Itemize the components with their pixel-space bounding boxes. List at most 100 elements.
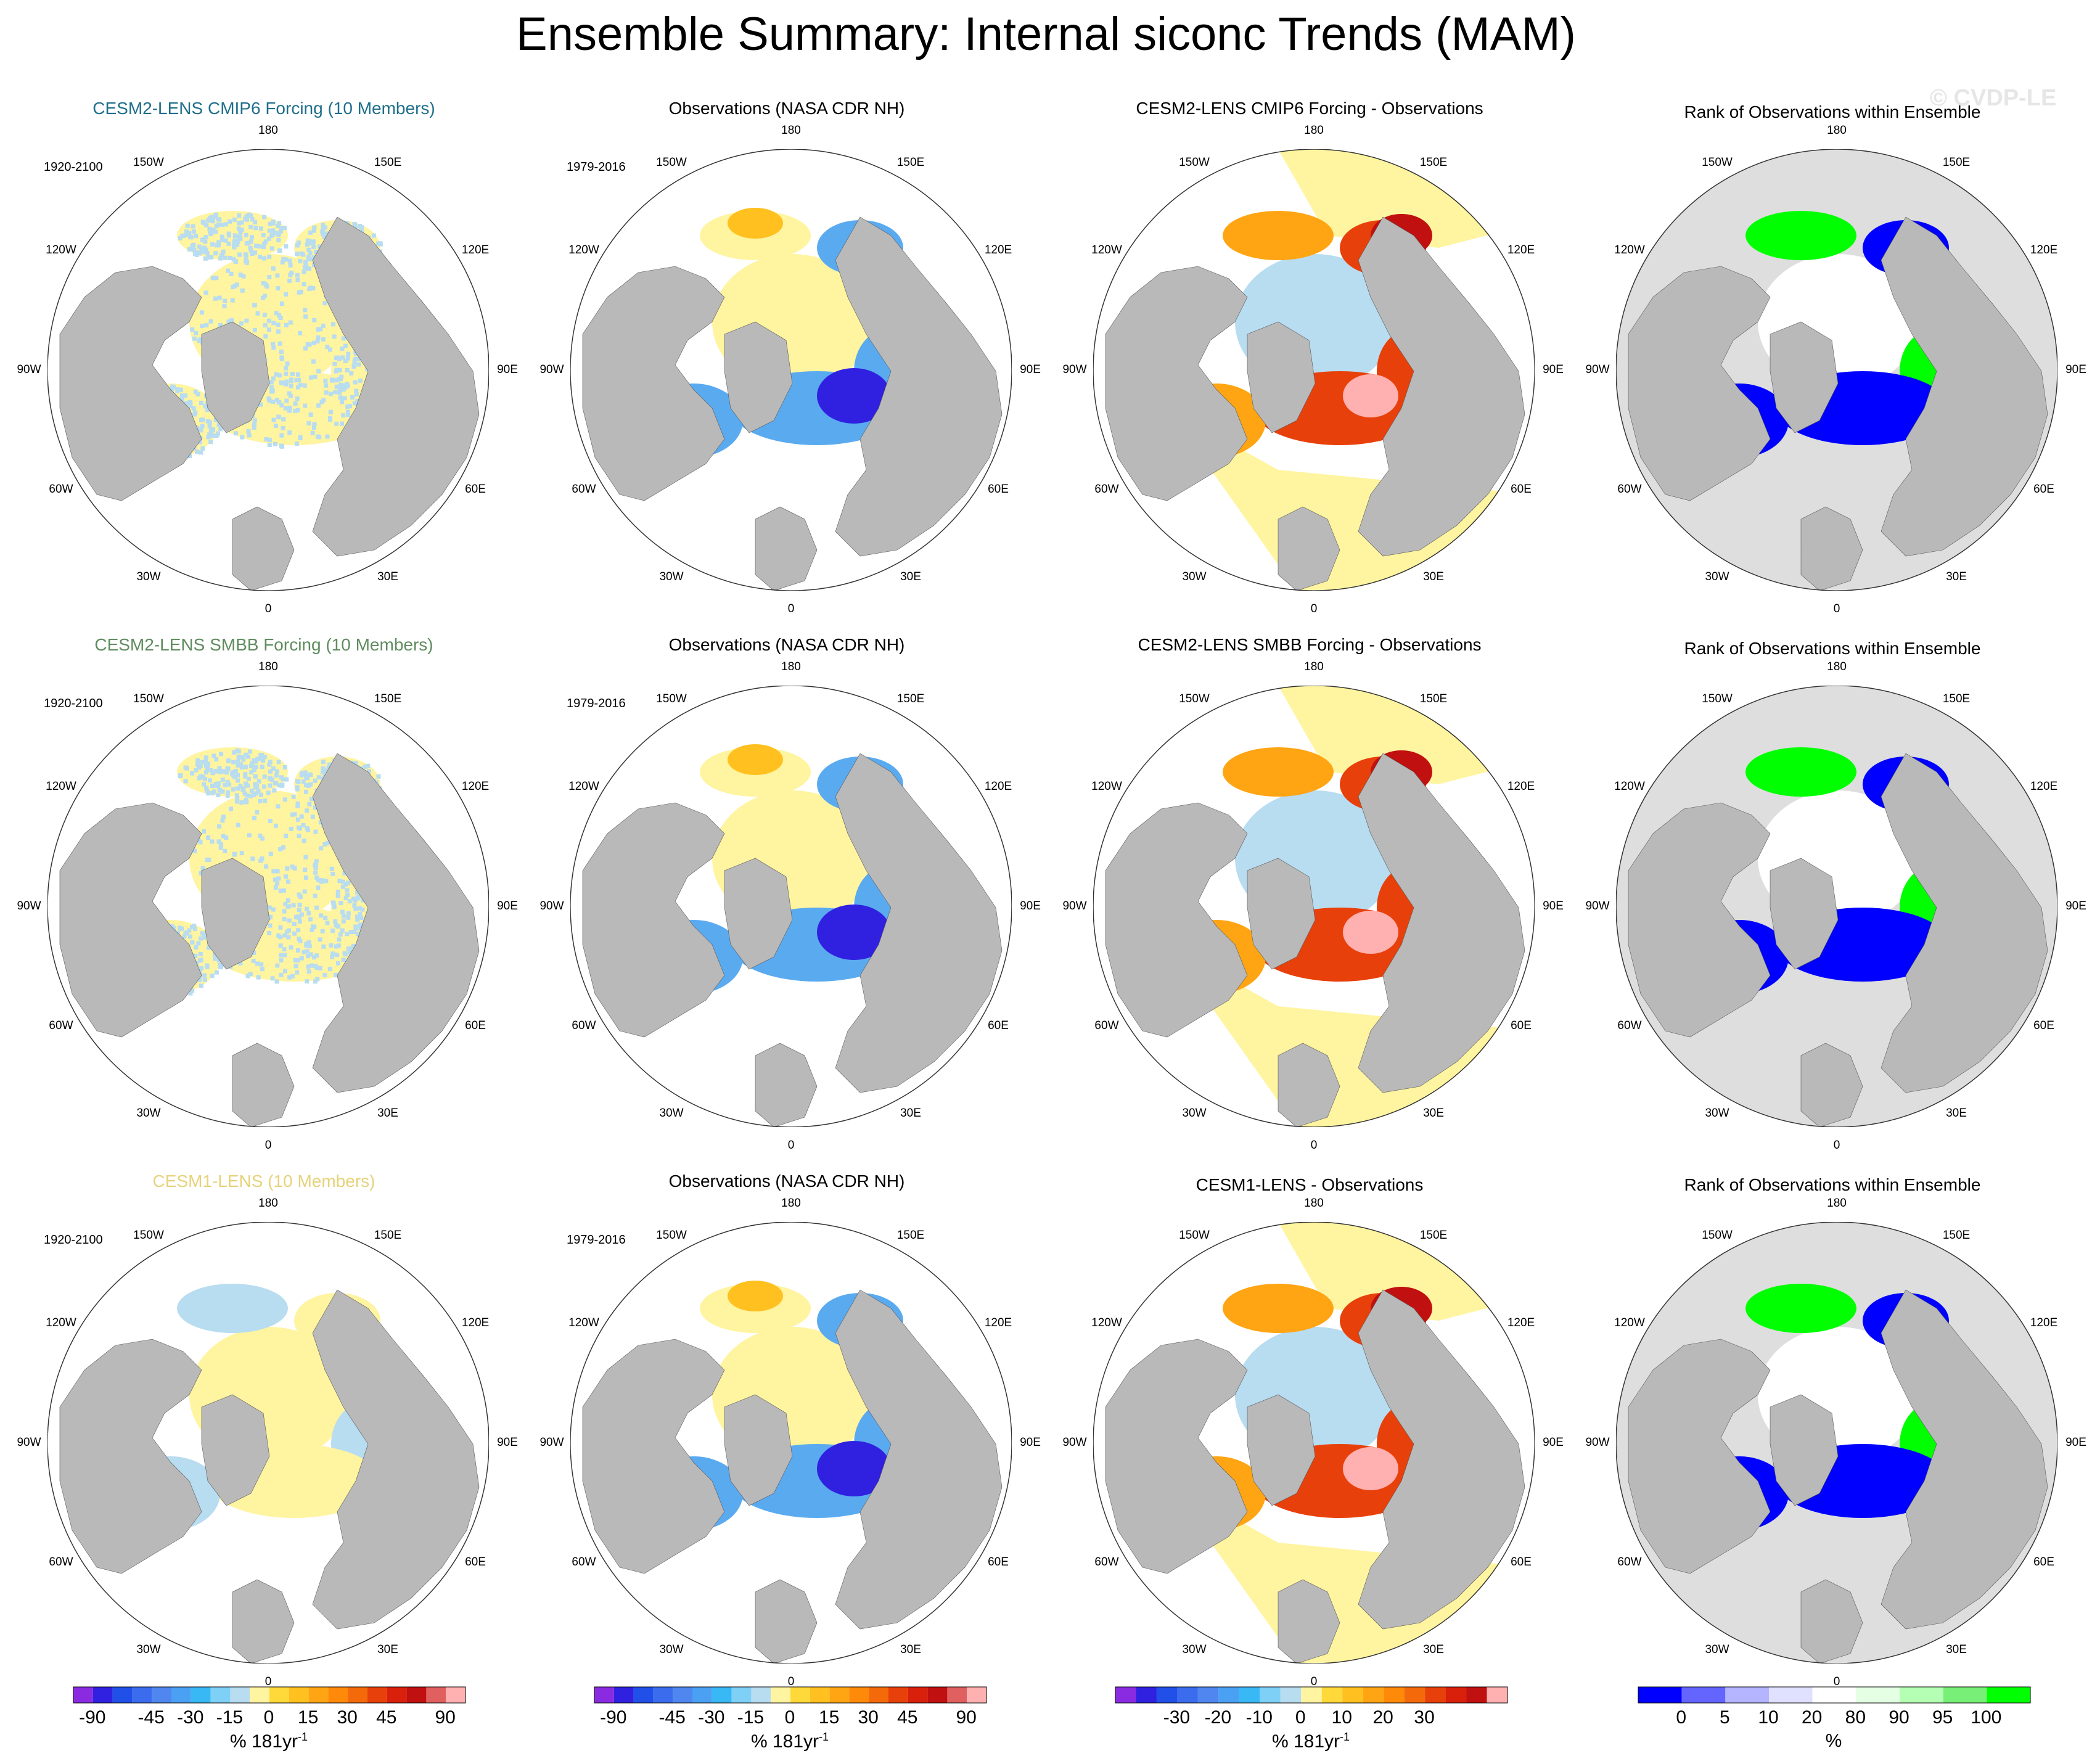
- colorbar-unit-exponent: -1: [298, 1731, 308, 1743]
- longitude-label: 150E: [374, 1228, 402, 1242]
- colorbar-swatch: [927, 1687, 948, 1703]
- longitude-label: 60W: [49, 1556, 73, 1569]
- colorbar-swatch: [1280, 1687, 1302, 1703]
- longitude-label: 30E: [900, 1643, 921, 1657]
- colorbar-tick-label: -30: [177, 1707, 204, 1728]
- longitude-label: 90W: [1585, 1436, 1610, 1449]
- colorbar-swatch: [712, 1687, 732, 1703]
- longitude-label: 90E: [1020, 1436, 1041, 1449]
- polar-map: [570, 686, 1012, 1127]
- colorbar-tick-label: 0: [263, 1707, 274, 1728]
- longitude-label: 0: [1833, 1139, 1840, 1152]
- colorbar: [594, 1686, 987, 1704]
- longitude-label: 150E: [896, 155, 925, 169]
- longitude-label: 60E: [465, 483, 486, 496]
- colorbar-swatch: [1363, 1687, 1384, 1703]
- colorbar-unit-text: % 181yr: [750, 1731, 819, 1752]
- period-label: 1979-2016: [567, 697, 626, 710]
- longitude-label: 30W: [659, 1643, 684, 1657]
- longitude-label: 30W: [659, 570, 684, 584]
- longitude-label: 120W: [1614, 780, 1645, 793]
- longitude-label: 30E: [377, 1643, 398, 1657]
- longitude-label: 60E: [988, 483, 1009, 496]
- longitude-label: 30W: [1182, 1107, 1207, 1120]
- longitude-label: 120W: [568, 780, 599, 793]
- colorbar-tick-label: 0: [784, 1707, 795, 1728]
- colorbar-swatch: [908, 1687, 928, 1703]
- colorbar-swatch: [1445, 1687, 1467, 1703]
- longitude-label: 150W: [656, 155, 687, 169]
- longitude-label: 150W: [1702, 692, 1733, 705]
- longitude-label: 120W: [568, 1316, 599, 1329]
- longitude-label: 60E: [2033, 1556, 2054, 1569]
- colorbar-swatch: [1725, 1687, 1769, 1703]
- colorbar-tick-label: 15: [818, 1707, 840, 1728]
- colorbar-swatch: [1681, 1687, 1726, 1703]
- polar-map: [1616, 686, 2057, 1127]
- polar-map: [47, 1222, 489, 1663]
- longitude-label: 120E: [1507, 244, 1535, 256]
- longitude-label: 30W: [1182, 1643, 1207, 1657]
- longitude-label: 90W: [17, 363, 41, 376]
- longitude-label: 120W: [46, 244, 76, 256]
- colorbar-swatch: [1812, 1687, 1856, 1703]
- colorbar-swatch: [1987, 1687, 2030, 1703]
- polar-map: [1093, 149, 1535, 591]
- colorbar-unit-exponent: -1: [819, 1731, 829, 1743]
- colorbar-unit-exponent: -1: [1340, 1731, 1350, 1743]
- longitude-label: 0: [1310, 1675, 1318, 1688]
- colorbar-swatch: [406, 1687, 427, 1703]
- colorbar-swatch: [269, 1687, 289, 1703]
- colorbar-swatch: [1260, 1687, 1281, 1703]
- panel-title: Rank of Observations within Ensemble: [1684, 102, 1981, 121]
- colorbar-tick-label: 95: [1932, 1707, 1953, 1728]
- longitude-label: 60W: [1617, 1019, 1642, 1032]
- colorbar-swatch: [790, 1687, 810, 1703]
- colorbar-tick-label: 15: [297, 1707, 319, 1728]
- panel-title: CESM1-LENS (10 Members): [152, 1171, 375, 1191]
- longitude-label: 120W: [46, 1316, 76, 1329]
- colorbar-swatch: [869, 1687, 888, 1703]
- longitude-label: 30E: [900, 570, 921, 584]
- polar-map: [1093, 686, 1535, 1127]
- colorbar-swatch: [308, 1687, 329, 1703]
- panel-title: CESM2-LENS SMBB Forcing - Observations: [1138, 635, 1482, 654]
- longitude-label: 30W: [1705, 1107, 1729, 1120]
- longitude-label: 150E: [1942, 1228, 1971, 1242]
- longitude-label: 30E: [900, 1107, 921, 1120]
- longitude-label: 60E: [1511, 1019, 1532, 1032]
- colorbar-unit-label: % 181yr-1: [751, 1731, 829, 1752]
- longitude-label: 90E: [1543, 363, 1564, 376]
- panel-title: Observations (NASA CDR NH): [668, 1171, 905, 1191]
- longitude-label: 150E: [1942, 155, 1971, 169]
- longitude-label: 0: [265, 1139, 272, 1152]
- colorbar-unit-text: %: [1825, 1731, 1842, 1751]
- colorbar-unit-text: % 181yr: [229, 1731, 298, 1752]
- colorbar-tick-label: 30: [858, 1707, 879, 1728]
- longitude-label: 90E: [497, 900, 518, 913]
- longitude-label: 0: [1310, 602, 1318, 615]
- longitude-label: 120E: [2030, 244, 2058, 256]
- longitude-label: 150W: [656, 1228, 687, 1242]
- longitude-label: 60W: [1094, 483, 1119, 496]
- period-label: 1920-2100: [44, 697, 103, 710]
- colorbar-swatch: [731, 1687, 752, 1703]
- colorbar-swatch: [1156, 1687, 1178, 1703]
- colorbar-tick-label: 5: [1719, 1707, 1730, 1728]
- longitude-label: 90W: [1585, 900, 1610, 913]
- longitude-label: 90W: [1062, 363, 1087, 376]
- polar-map: [1616, 149, 2057, 591]
- longitude-label: 30W: [1705, 570, 1729, 584]
- colorbar-swatch: [1301, 1687, 1322, 1703]
- longitude-label: 150E: [1942, 692, 1971, 705]
- longitude-label: 180: [1827, 660, 1847, 673]
- longitude-label: 60W: [1094, 1556, 1119, 1569]
- colorbar-unit-text: % 181yr: [1271, 1731, 1340, 1752]
- longitude-label: 180: [258, 1197, 278, 1210]
- colorbar-swatch: [132, 1687, 152, 1703]
- longitude-label: 120W: [1091, 244, 1122, 256]
- longitude-label: 0: [265, 602, 272, 615]
- colorbar-tick-label: 0: [1676, 1707, 1686, 1728]
- colorbar-tick-label: -90: [79, 1707, 106, 1728]
- longitude-label: 120W: [1614, 1316, 1645, 1329]
